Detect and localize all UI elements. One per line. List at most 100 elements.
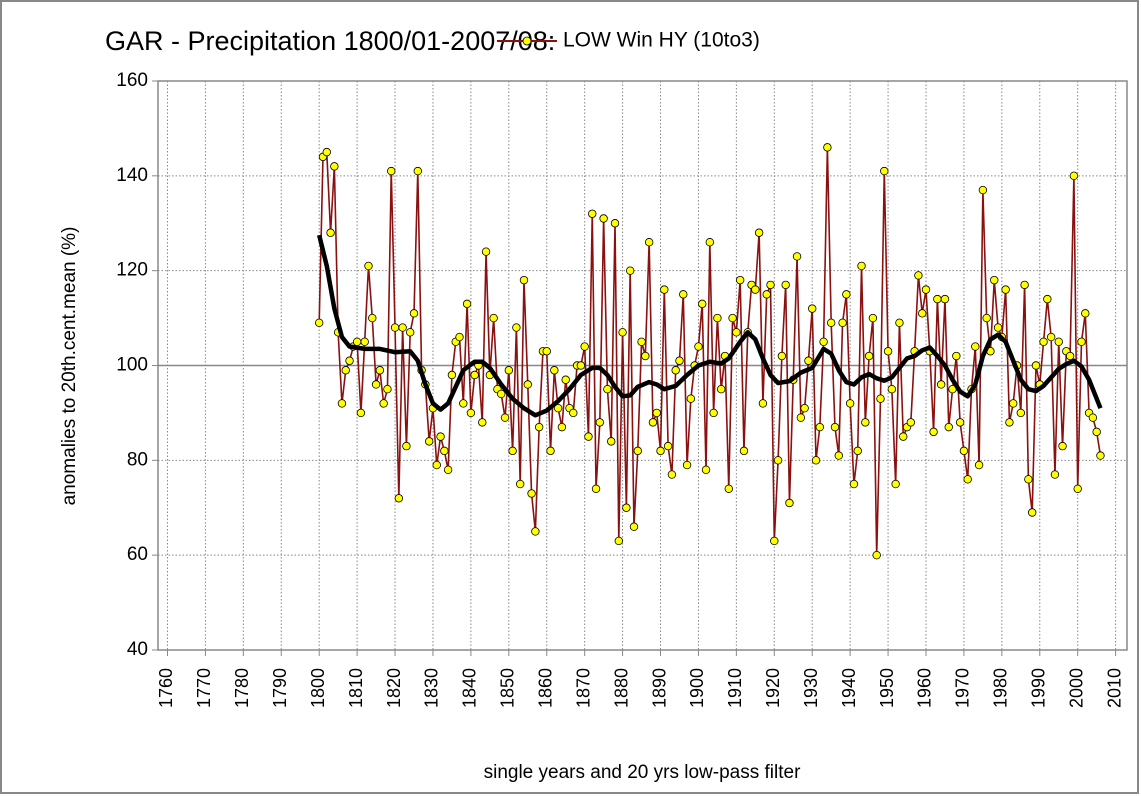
data-point xyxy=(1027,508,1037,517)
data-point xyxy=(906,418,916,427)
data-point xyxy=(424,437,434,446)
data-point xyxy=(447,370,457,380)
data-point xyxy=(739,446,749,456)
data-point xyxy=(762,290,771,299)
data-point xyxy=(728,313,737,323)
data-point xyxy=(584,432,593,441)
data-point xyxy=(845,399,855,408)
data-point xyxy=(337,399,347,408)
y-tick-label: 160 xyxy=(116,70,148,91)
data-point xyxy=(1096,451,1105,460)
data-point xyxy=(633,446,642,456)
data-point xyxy=(406,328,415,337)
data-point xyxy=(341,366,350,375)
x-tick-label: 1870 xyxy=(573,668,593,708)
data-point xyxy=(497,389,506,399)
data-point xyxy=(314,318,324,328)
data-point xyxy=(1043,294,1052,304)
data-point xyxy=(701,465,711,475)
x-tick-label: 1820 xyxy=(384,668,404,708)
data-point xyxy=(569,408,578,418)
data-point xyxy=(732,328,741,337)
x-tick-label: 1980 xyxy=(991,668,1011,708)
data-point xyxy=(679,290,688,299)
data-point xyxy=(489,313,498,323)
data-point xyxy=(990,275,999,285)
data-point xyxy=(849,479,859,489)
filter-line xyxy=(316,234,1103,418)
data-point xyxy=(663,441,673,451)
x-tick-label: 1880 xyxy=(611,668,631,708)
data-point xyxy=(1092,427,1101,437)
data-point xyxy=(857,261,866,271)
data-point xyxy=(641,351,650,361)
data-point xyxy=(595,418,605,427)
data-point xyxy=(462,299,472,309)
data-point xyxy=(1077,337,1086,346)
data-point xyxy=(1046,332,1056,342)
data-point xyxy=(1054,337,1063,346)
data-point xyxy=(375,366,385,375)
data-point xyxy=(921,285,931,294)
data-point xyxy=(838,318,847,328)
data-point xyxy=(436,432,445,441)
data-point xyxy=(1081,309,1090,318)
data-point xyxy=(698,299,707,309)
data-point xyxy=(705,238,715,247)
data-point xyxy=(773,456,783,465)
x-axis-label: single years and 20 yrs low-pass filter xyxy=(484,762,801,783)
data-point xyxy=(443,465,453,475)
data-point xyxy=(758,399,768,408)
data-point xyxy=(826,318,836,328)
data-point xyxy=(508,446,517,456)
data-point xyxy=(1024,475,1033,484)
data-point xyxy=(637,337,646,346)
data-point xyxy=(1088,413,1098,422)
data-point xyxy=(887,385,897,394)
data-point xyxy=(883,347,893,356)
data-point xyxy=(534,422,544,432)
y-tick-label: 100 xyxy=(116,355,148,376)
x-tick-label: 1920 xyxy=(763,668,783,708)
data-point xyxy=(478,418,487,427)
data-point xyxy=(785,498,794,508)
legend-label: LOW Win HY (10to3) xyxy=(563,29,760,52)
data-point xyxy=(610,219,620,228)
data-point xyxy=(459,399,468,408)
data-point xyxy=(557,422,567,432)
data-point xyxy=(963,475,972,484)
x-tick-label: 1890 xyxy=(649,668,669,708)
data-point xyxy=(933,294,942,304)
x-tick-label: 1970 xyxy=(953,668,973,708)
data-point xyxy=(830,422,840,432)
data-point xyxy=(978,185,988,195)
data-point xyxy=(652,408,661,418)
y-tick-label: 60 xyxy=(127,544,148,565)
data-point xyxy=(644,238,654,247)
data-point xyxy=(777,351,787,361)
x-tick-label: 1770 xyxy=(194,668,214,708)
data-point xyxy=(481,247,491,256)
data-point xyxy=(546,446,555,456)
data-point xyxy=(553,403,563,413)
data-point xyxy=(603,385,612,394)
data-point xyxy=(675,356,684,365)
data-point xyxy=(390,323,400,332)
plot-border xyxy=(157,80,1128,651)
legend-marker xyxy=(522,36,532,46)
data-point xyxy=(588,209,597,218)
data-point xyxy=(599,214,608,223)
data-point xyxy=(944,422,953,432)
data-point xyxy=(356,408,366,418)
y-tick-label: 80 xyxy=(127,449,148,470)
data-point xyxy=(955,418,965,427)
data-point xyxy=(940,294,950,304)
data-point xyxy=(519,275,529,285)
data-point xyxy=(660,285,669,294)
data-point xyxy=(432,460,441,470)
data-point xyxy=(409,309,419,318)
data-point xyxy=(716,385,726,394)
y-tick-label: 120 xyxy=(116,260,148,281)
